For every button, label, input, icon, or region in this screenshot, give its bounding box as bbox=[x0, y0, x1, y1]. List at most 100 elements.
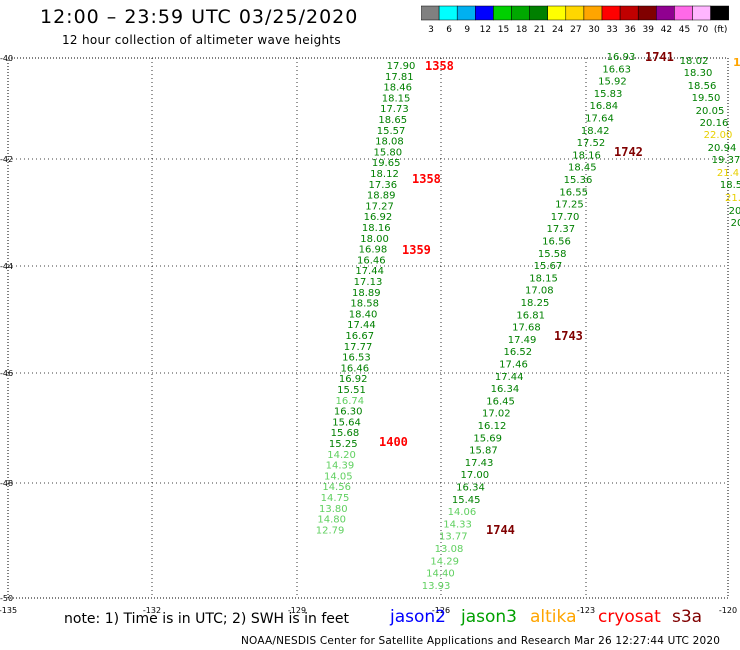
colorbar-label: 42 bbox=[661, 25, 672, 34]
swh-value: 17.46 bbox=[499, 360, 528, 371]
swh-value: 18.15 bbox=[382, 93, 411, 104]
swh-value: 17.00 bbox=[460, 470, 489, 481]
colorbar-label: 39 bbox=[643, 25, 655, 34]
colorbar-label: 6 bbox=[446, 25, 452, 34]
swh-value: 16.92 bbox=[339, 374, 368, 385]
swh-value: 14.39 bbox=[326, 461, 355, 472]
legend-cryosat: cryosat bbox=[598, 607, 661, 627]
swh-value: 15.45 bbox=[452, 495, 481, 506]
swh-value: 15.51 bbox=[337, 385, 366, 396]
swh-value: 19.37 bbox=[712, 155, 740, 166]
swh-value: 15.57 bbox=[377, 126, 406, 137]
colorbar-swatch bbox=[710, 5, 729, 21]
swh-value: 16.55 bbox=[559, 187, 588, 198]
swh-value: 14.75 bbox=[321, 493, 350, 504]
swh-value: 18.15 bbox=[529, 273, 558, 284]
swh-value: 18.58 bbox=[350, 299, 379, 310]
time-label: 1358 bbox=[425, 59, 454, 73]
swh-value: 18.45 bbox=[568, 163, 597, 174]
swh-value: 18.40 bbox=[349, 309, 378, 320]
longitude-tick-label: -129 bbox=[288, 606, 306, 615]
swh-value: 17.44 bbox=[347, 320, 376, 331]
colorbar-label: 15 bbox=[498, 25, 509, 34]
swh-value: 18.00 bbox=[360, 234, 389, 245]
swh-value: 13.80 bbox=[319, 504, 348, 515]
swh-value: 13.08 bbox=[435, 544, 464, 555]
longitude-tick-label: -126 bbox=[432, 606, 450, 615]
swh-value: 18.89 bbox=[367, 191, 396, 202]
swh-value: 16.81 bbox=[516, 310, 545, 321]
colorbar-label: (ft) bbox=[714, 25, 728, 34]
swh-value: 14.06 bbox=[448, 507, 477, 518]
swh-value: 18.16 bbox=[362, 223, 391, 234]
swh-value: 16.84 bbox=[589, 101, 618, 112]
colorbar-label: 36 bbox=[624, 25, 636, 34]
swh-value: 14.33 bbox=[443, 519, 472, 530]
map-title: 12:00 – 23:59 UTC 03/25/2020 bbox=[40, 6, 359, 28]
swh-value: 17.27 bbox=[365, 201, 394, 212]
swh-value: 17.73 bbox=[380, 104, 409, 115]
colorbar-label: 27 bbox=[570, 25, 581, 34]
swh-value: 18.89 bbox=[352, 288, 381, 299]
map-frame bbox=[7, 57, 729, 599]
time-label: 1358 bbox=[412, 172, 441, 186]
longitude-tick-label: -135 bbox=[0, 606, 17, 615]
swh-value: 20.16 bbox=[700, 118, 729, 129]
swh-value: 13.77 bbox=[439, 532, 468, 543]
swh-value: 15.92 bbox=[598, 77, 627, 88]
swh-value: 19.65 bbox=[372, 158, 401, 169]
longitude-tick-label: -132 bbox=[143, 606, 161, 615]
legend-s3a: s3a bbox=[672, 607, 703, 627]
swh-value: 17.43 bbox=[465, 458, 494, 469]
longitude-tick-label: -120 bbox=[719, 606, 737, 615]
time-label: 1743 bbox=[554, 329, 583, 343]
colorbar-label: 3 bbox=[428, 25, 434, 34]
latitude-tick-label: -50 bbox=[0, 594, 13, 603]
footer-credit: NOAA/NESDIS Center for Satellite Applica… bbox=[241, 635, 721, 647]
colorbar-label: 9 bbox=[464, 25, 470, 34]
colorbar-label: 18 bbox=[516, 25, 528, 34]
swh-value: 15.36 bbox=[564, 175, 593, 186]
map-subtitle: 12 hour collection of altimeter wave hei… bbox=[62, 33, 341, 47]
swh-value: 14.40 bbox=[426, 569, 455, 580]
swh-value: 13.93 bbox=[422, 581, 451, 592]
colorbar-label: 24 bbox=[552, 25, 564, 34]
swh-value: 15.87 bbox=[469, 446, 498, 457]
legend-jason2: jason2 bbox=[390, 607, 446, 627]
latitude-tick-label: -42 bbox=[0, 155, 13, 164]
swh-value: 15.67 bbox=[534, 261, 563, 272]
swh-value: 17.44 bbox=[355, 266, 384, 277]
swh-value: 16.46 bbox=[357, 255, 386, 266]
color-legend: 3 6 9 12 15 18 21 24 27 30 33 36 39 42 45 70 (ft) bbox=[421, 5, 729, 34]
time-label: 1400 bbox=[379, 435, 408, 449]
swh-value: 17.70 bbox=[551, 212, 580, 223]
swh-value: 17.90 bbox=[387, 61, 416, 72]
swh-value: 18.08 bbox=[375, 137, 404, 148]
colorbar-label: 70 bbox=[697, 25, 709, 34]
colorbar-label: 21 bbox=[534, 25, 545, 34]
swh-value: 16.34 bbox=[491, 384, 520, 395]
swh-value: 17.49 bbox=[508, 335, 537, 346]
swh-value: 15.80 bbox=[373, 147, 402, 158]
swh-value: 22.00 bbox=[704, 130, 733, 141]
swh-value: 15.69 bbox=[473, 433, 502, 444]
swh-value: 20 bbox=[731, 218, 740, 229]
swh-value: 16.67 bbox=[345, 331, 374, 342]
swh-value: 16.98 bbox=[359, 245, 388, 256]
swh-value: 15.68 bbox=[331, 428, 360, 439]
swh-value: 16.46 bbox=[340, 363, 369, 374]
swh-value: 16.63 bbox=[602, 64, 631, 75]
longitude-tick-label: -123 bbox=[577, 606, 595, 615]
swh-value: 18.42 bbox=[581, 126, 610, 137]
swh-value: 14.20 bbox=[327, 450, 356, 461]
swh-value: 18.02 bbox=[680, 56, 709, 67]
swh-value: 18.16 bbox=[572, 150, 601, 161]
swh-value: 15.58 bbox=[538, 249, 567, 260]
swh-value: 15.64 bbox=[332, 417, 361, 428]
swh-value: 17.13 bbox=[354, 277, 383, 288]
colorbar-label: 33 bbox=[606, 25, 617, 34]
swh-value: 18.30 bbox=[684, 68, 713, 79]
swh-value: 16.45 bbox=[486, 396, 515, 407]
colorbar-label: 12 bbox=[480, 25, 491, 34]
latitude-tick-label: -46 bbox=[0, 369, 13, 378]
